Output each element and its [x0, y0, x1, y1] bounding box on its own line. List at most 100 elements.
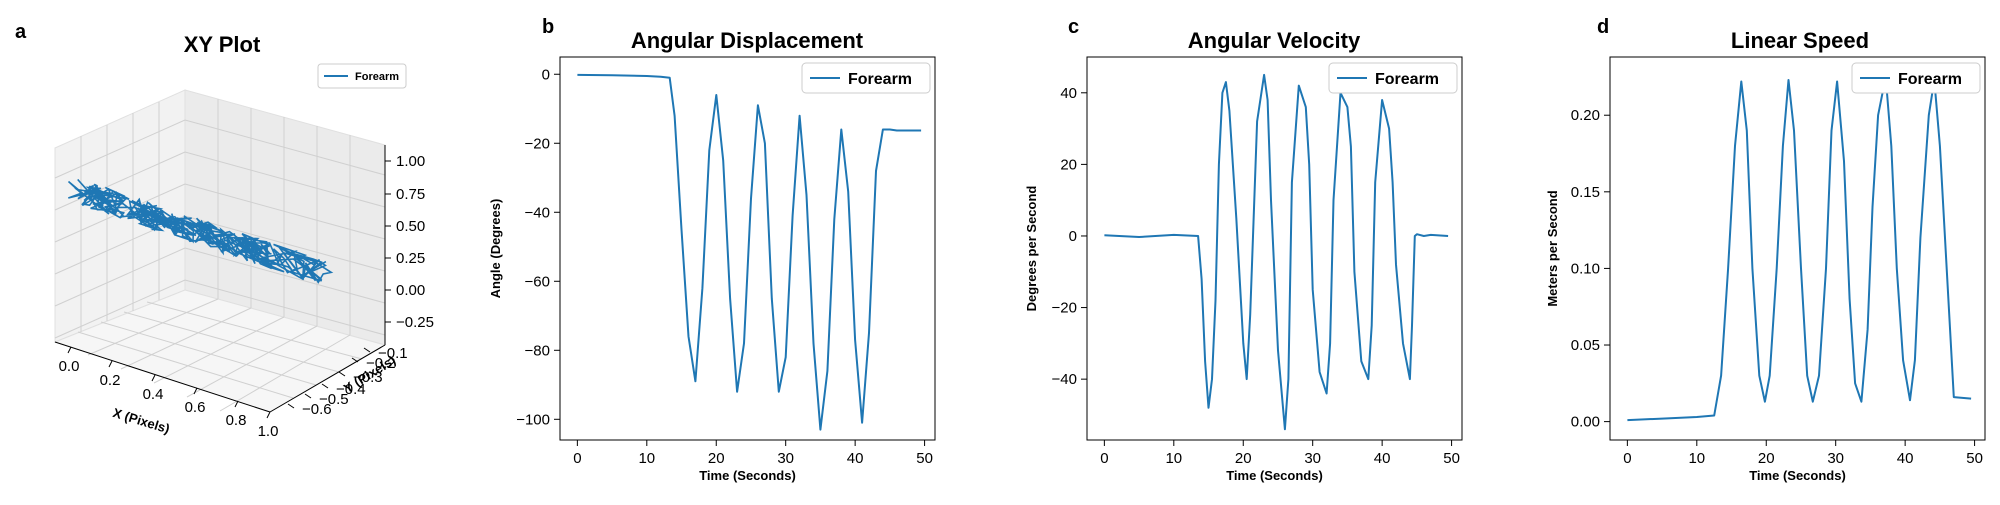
z-tick-label: 0.00	[396, 282, 425, 299]
y-tick-label: −40	[525, 204, 550, 221]
x-tick-mark	[234, 400, 239, 408]
y-tick-mark	[363, 347, 371, 353]
z-tick-label: 1.00	[396, 153, 425, 170]
y-ticks-a: −0.1−0.2−0.3−0.4−0.5−0.6	[287, 345, 408, 418]
x-tick-label: 50	[1443, 450, 1460, 467]
y-tick-label: 20	[1060, 156, 1077, 173]
y-axis-label: Meters per Second	[1545, 190, 1560, 306]
x-tick-label: 10	[1165, 450, 1182, 467]
plot-frame	[1609, 56, 1986, 441]
y-axis-label: Angle (Degrees)	[488, 199, 503, 299]
x-tick-label: 30	[777, 450, 794, 467]
x-tick-label: 10	[1688, 450, 1705, 467]
y-tick-label: 0.00	[1571, 414, 1600, 431]
panel-b: b Angular Displacement 0 10 20 30 40 50 0 −20 −40 −…	[488, 16, 936, 483]
y-tick-label: 0	[1069, 228, 1077, 245]
series-forearm-3d	[67, 178, 334, 284]
x-tick-label: 50	[916, 450, 933, 467]
x-tick-label: 0	[1100, 450, 1108, 467]
x-tick-mark	[193, 387, 198, 395]
z-tick-label: 0.75	[396, 186, 425, 203]
y-tick-label: 40	[1060, 85, 1077, 102]
x-tick-label: 1.0	[258, 423, 279, 440]
panel-d: d Linear Speed 0 10 20 30 40 50 0.20 0.15 0.10 0.05…	[1545, 16, 1986, 483]
x-tick-mark	[108, 360, 113, 368]
panel-c: c Angular Velocity 0 10 20 30 40 50 40 20 0 −20 −40 T…	[1024, 16, 1463, 483]
z-tick-label: −0.25	[396, 314, 434, 331]
x-tick-label: 20	[1758, 450, 1775, 467]
y-tick-label: −80	[525, 342, 550, 359]
x-tick-label: 0.4	[143, 386, 164, 403]
y-tick-mark	[351, 357, 359, 363]
x-axis-label: Time (Seconds)	[699, 468, 796, 483]
panel-label: c	[1068, 16, 1079, 38]
x-tick-mark	[67, 346, 72, 354]
y-tick-label: 0.15	[1571, 184, 1600, 201]
y-tick-label: 0.10	[1571, 260, 1600, 277]
x-tick-label: 0.0	[59, 358, 80, 375]
y-tick-label: −0.4	[336, 381, 366, 398]
y-tick-label: −0.2	[366, 355, 396, 372]
x-tick-label: 20	[708, 450, 725, 467]
y-tick-label: −20	[525, 135, 550, 152]
x-tick-label: 30	[1827, 450, 1844, 467]
series-forearm	[1104, 73, 1449, 431]
legend-label: Forearm	[848, 71, 912, 88]
y-tick-label: −100	[516, 411, 550, 428]
y-tick-mark	[287, 403, 295, 409]
legend-a-label: Forearm	[355, 71, 399, 83]
x-tick-label: 40	[1374, 450, 1391, 467]
y-tick-label: −0.1	[378, 345, 408, 362]
series-forearm	[1627, 75, 1972, 422]
legend-label: Forearm	[1898, 71, 1962, 88]
y-tick-label: 0.05	[1571, 337, 1600, 354]
x-tick-label: 50	[1966, 450, 1983, 467]
y-tick-label: −20	[1052, 300, 1077, 317]
x-tick-label: 10	[638, 450, 655, 467]
legend-box	[1328, 62, 1458, 94]
z-tick-label: 0.50	[396, 218, 425, 235]
x-tick-label: 20	[1235, 450, 1252, 467]
y-tick-mark	[321, 383, 329, 389]
plot-frame	[559, 56, 936, 441]
y-tick-label: −60	[525, 273, 550, 290]
grid-a	[54, 99, 386, 412]
x-axis-label-a: X (Pixels)	[111, 405, 171, 436]
series-forearm	[577, 73, 922, 431]
legend-a: Forearm	[317, 63, 407, 89]
z-tick-label: 0.25	[396, 250, 425, 267]
y-tick-mark	[304, 393, 312, 399]
x-tick-label: 0.8	[226, 412, 247, 429]
x-tick-label: 0	[1623, 450, 1631, 467]
panel-label: b	[542, 16, 554, 38]
plot-frame	[1086, 56, 1463, 441]
y-tick-label: 0	[542, 66, 550, 83]
x-tick-mark	[266, 411, 271, 419]
legend-box	[1851, 62, 1981, 94]
legend-a-box	[317, 63, 407, 89]
panel-a: a XY Plot	[15, 21, 434, 440]
chart-title: Linear Speed	[1731, 28, 1869, 53]
y-tick-label: −40	[1052, 371, 1077, 388]
x-tick-mark	[151, 374, 156, 382]
y-tick-label: −0.5	[319, 391, 349, 408]
x-tick-label: 0.6	[185, 399, 206, 416]
legend-box	[801, 62, 931, 94]
y-tick-label: −0.6	[302, 401, 332, 418]
x-ticks-a: 0.0 0.2 0.4 0.6 0.8 1.0	[59, 346, 279, 440]
x-axis-label: Time (Seconds)	[1749, 468, 1846, 483]
y-tick-label: 0.20	[1571, 107, 1600, 124]
y-tick-label: −0.3	[353, 369, 383, 386]
legend-label: Forearm	[1375, 71, 1439, 88]
panel-a-label: a	[15, 21, 27, 43]
chart-title: Angular Displacement	[631, 28, 864, 53]
panel-a-title: XY Plot	[184, 32, 261, 57]
chart-title: Angular Velocity	[1188, 28, 1361, 53]
y-axis-label: Degrees per Second	[1024, 186, 1039, 312]
z-ticks-a: 1.00 0.75 0.50 0.25 0.00 −0.25	[385, 153, 434, 331]
y-tick-mark	[338, 371, 346, 377]
x-tick-label: 0	[573, 450, 581, 467]
x-axis-line-a	[54, 341, 271, 413]
